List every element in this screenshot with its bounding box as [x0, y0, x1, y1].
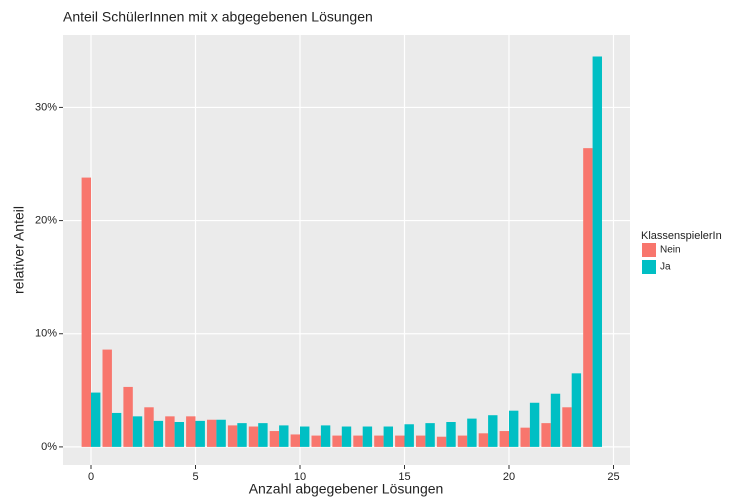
- x-tick-label: 10: [294, 471, 306, 483]
- bar: [467, 418, 477, 447]
- x-tick-label: 25: [607, 471, 619, 483]
- bar: [258, 423, 268, 447]
- bar: [165, 416, 175, 447]
- bar: [216, 419, 226, 447]
- bar: [279, 425, 289, 447]
- bars: [81, 56, 602, 447]
- legend-label: Nein: [660, 245, 681, 256]
- bar: [383, 426, 394, 447]
- bar: [81, 177, 92, 447]
- bar: [227, 425, 238, 447]
- bar: [457, 435, 468, 447]
- y-axis-label: relativer Anteil: [11, 206, 27, 294]
- bar: [353, 435, 363, 447]
- bar: [374, 435, 384, 447]
- x-axis-label: Anzahl abgegebener Lösungen: [249, 481, 444, 497]
- bar: [520, 427, 530, 447]
- bar: [499, 431, 509, 447]
- bar: [290, 434, 300, 447]
- bar: [562, 407, 572, 447]
- bar: [332, 435, 342, 447]
- chart-title: Anteil SchülerInnen mit x abgegebenen Lö…: [63, 9, 373, 25]
- bar: [144, 407, 154, 447]
- bar: [206, 419, 217, 447]
- bar: [237, 423, 247, 447]
- bar: [248, 426, 259, 447]
- x-tick-label: 15: [398, 471, 410, 483]
- bar: [174, 422, 185, 447]
- bar: [132, 416, 143, 447]
- panel: [63, 35, 630, 465]
- bar: [195, 420, 205, 447]
- y-tick-label: 10%: [35, 328, 57, 340]
- legend-key: [642, 260, 656, 274]
- y-tick-label: 30%: [35, 101, 57, 113]
- y-tick-label: 0%: [41, 441, 57, 453]
- bar: [320, 425, 331, 447]
- bar: [436, 436, 447, 447]
- bar: [186, 416, 196, 447]
- y-tick-label: 20%: [35, 214, 57, 226]
- legend-label: Ja: [660, 262, 671, 273]
- bar: [404, 424, 414, 447]
- bar: [415, 435, 426, 447]
- bar: [508, 410, 519, 447]
- bar: [269, 431, 280, 447]
- bar: [395, 435, 405, 447]
- bar: [446, 422, 456, 447]
- bar: [299, 426, 310, 447]
- bar: [362, 426, 373, 447]
- bar: [488, 415, 498, 447]
- x-tick-label: 20: [503, 471, 515, 483]
- bar: [311, 435, 321, 447]
- bar: [550, 393, 561, 447]
- x-tick-label: 0: [88, 471, 94, 483]
- bar: [153, 420, 164, 447]
- bar: [123, 386, 133, 447]
- bar: [478, 433, 489, 447]
- bar: [425, 423, 435, 447]
- bar: [571, 373, 582, 447]
- bar: [583, 148, 593, 447]
- bar: [102, 349, 112, 447]
- bar: [341, 426, 352, 447]
- bar: [91, 392, 101, 447]
- bar: [529, 402, 540, 447]
- legend-key: [642, 243, 656, 257]
- x-tick-label: 5: [192, 471, 198, 483]
- bar: [111, 412, 122, 447]
- bar: [592, 56, 602, 447]
- legend-title: KlassenspielerIn: [641, 230, 722, 242]
- bar: [541, 423, 551, 447]
